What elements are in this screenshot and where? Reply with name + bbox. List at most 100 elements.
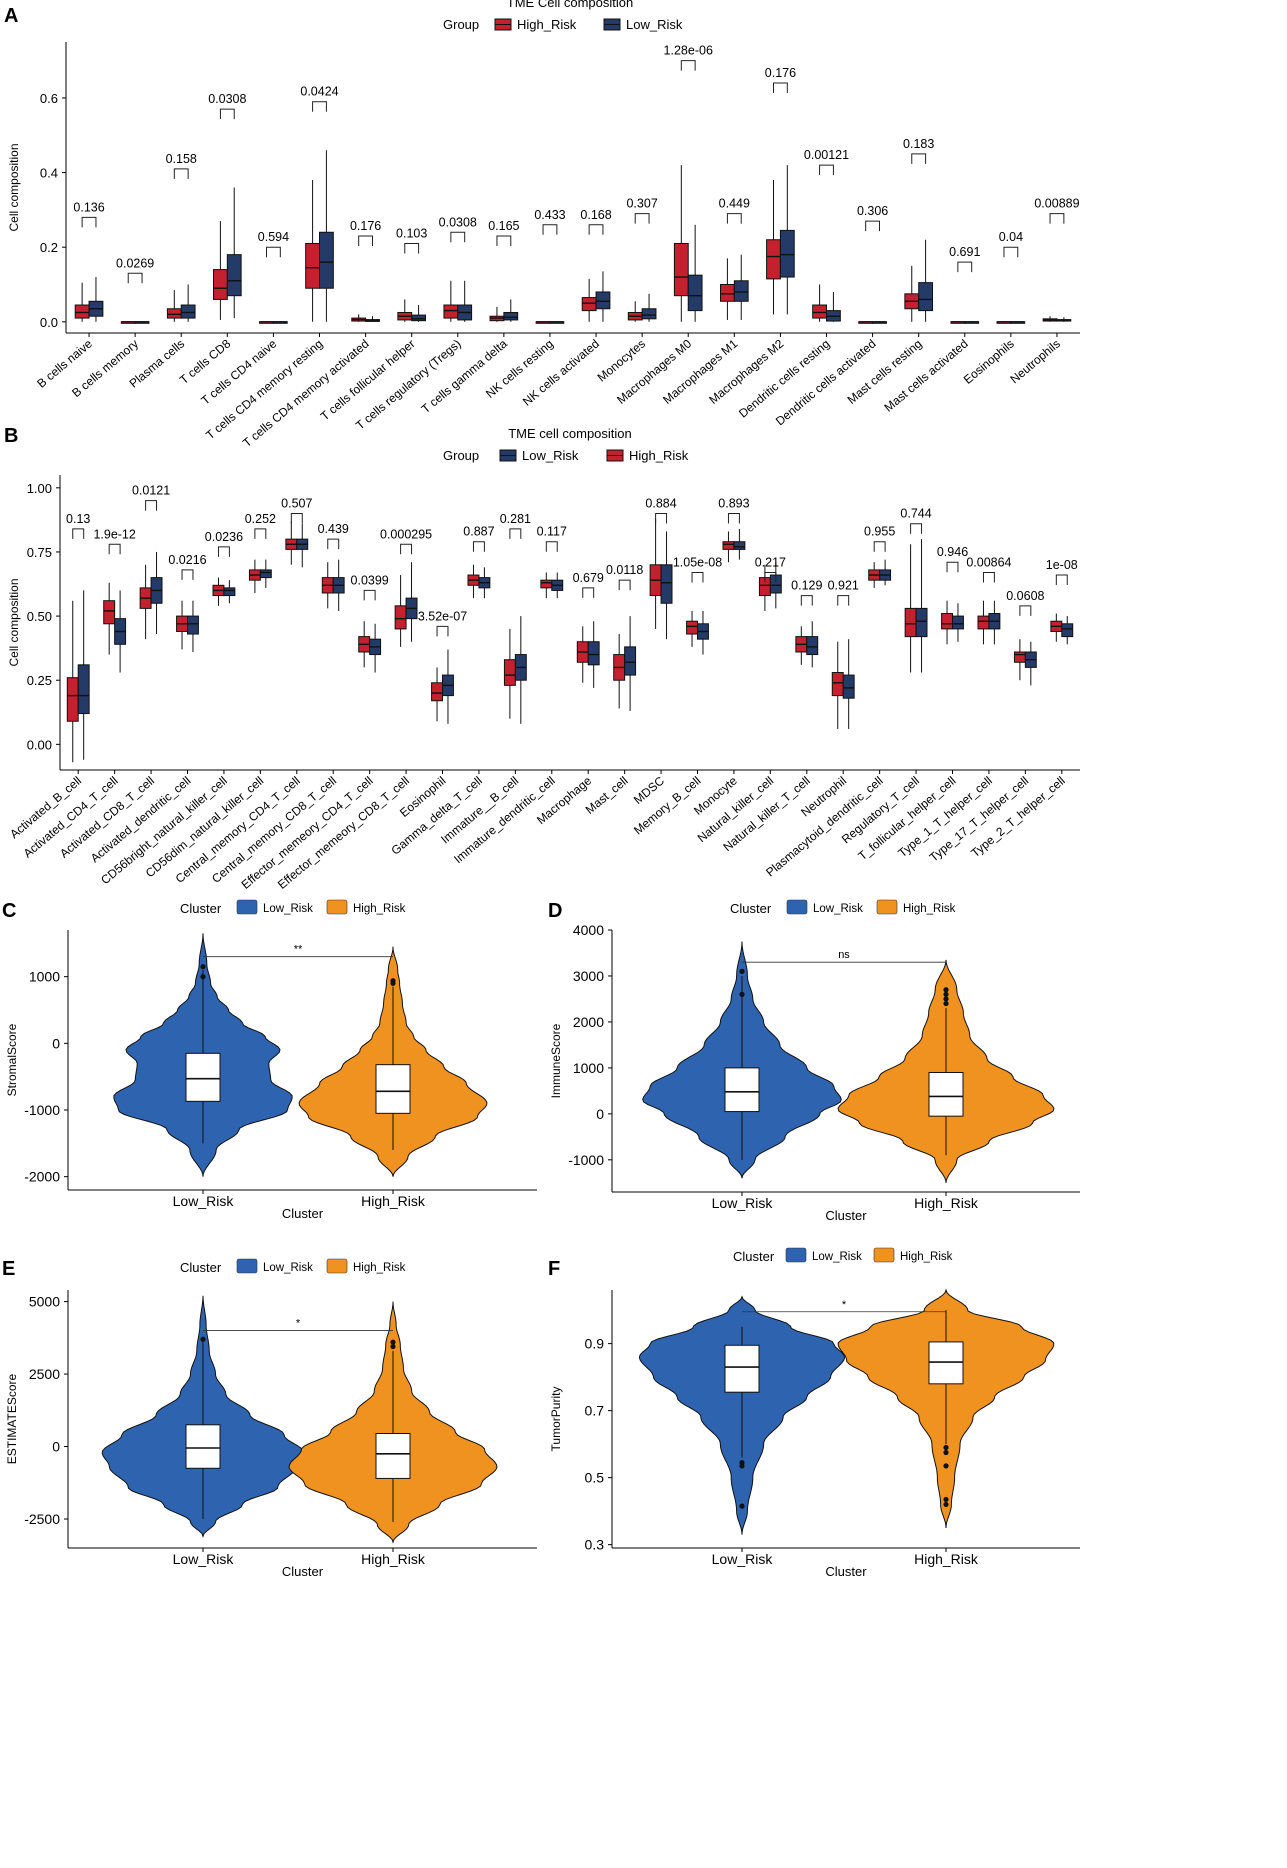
box-low-risk: [1056, 317, 1072, 322]
pvalue-bracket: 0.00121: [804, 148, 849, 176]
box-body: [319, 231, 334, 289]
y-tick-label: -1000: [24, 1102, 60, 1118]
pvalue-bracket: 0.307: [626, 197, 658, 224]
y-tick-label: 1000: [29, 969, 60, 985]
pvalue-label: 0.0236: [205, 530, 243, 544]
y-tick-label: 2000: [573, 1014, 604, 1030]
pvalue-label: 0.887: [463, 525, 494, 539]
bracket-line: [837, 595, 850, 606]
significance-bracket: *: [742, 1299, 946, 1313]
box-body: [443, 304, 459, 319]
box-low-risk: [779, 165, 795, 315]
pvalue-label: 0.04: [999, 230, 1023, 244]
pvalue-label: 1.9e-12: [93, 527, 135, 541]
x-tick-label: High_Risk: [914, 1195, 979, 1211]
pvalue-label: 0.449: [719, 197, 750, 211]
legend-label: Low_Risk: [812, 1251, 862, 1263]
pvalue-bracket: 0.165: [488, 219, 520, 246]
y-tick-label: -1000: [568, 1152, 604, 1168]
legend-label: Low_Risk: [813, 903, 863, 915]
legend-key-low-risk: [785, 1247, 807, 1263]
y-tick-label: 0.5: [585, 1470, 605, 1486]
box-high-risk: [358, 621, 371, 668]
box-high-risk: [535, 321, 551, 324]
outlier-point: [943, 987, 949, 993]
pvalue-label: 0.0216: [168, 553, 206, 567]
box-low-risk: [988, 600, 1001, 645]
y-tick-label: 0.3: [585, 1537, 605, 1553]
box-low-risk: [457, 280, 473, 322]
y-tick-label: 0.6: [40, 91, 58, 106]
panel-label: C: [2, 900, 16, 922]
box-body: [77, 664, 90, 715]
box-low-risk: [624, 616, 637, 711]
box-high-risk: [443, 280, 459, 322]
pvalue-bracket: 1e-08: [1046, 558, 1078, 586]
violin-low-risk: [113, 933, 293, 1177]
outlier-point: [943, 991, 949, 997]
bracket-line: [436, 625, 449, 637]
significance-bracket: *: [203, 1318, 393, 1331]
y-axis-title: Cell composition: [7, 143, 21, 231]
pvalue-label: 1.05e-08: [673, 555, 722, 569]
box-body: [719, 284, 735, 302]
bracket-line: [265, 246, 281, 258]
box-body: [641, 308, 657, 320]
significance-label: ns: [838, 949, 850, 961]
outlier-point: [943, 1444, 949, 1451]
box-low-risk: [1010, 321, 1026, 324]
outlier-point: [943, 1496, 949, 1503]
box-body: [915, 607, 928, 638]
outlier-point: [739, 968, 745, 974]
box-body: [660, 564, 673, 604]
box-low-risk: [733, 528, 746, 560]
box-body: [503, 311, 519, 321]
pvalue-label: 0.00121: [804, 148, 849, 162]
pvalue-bracket: 0.0399: [351, 573, 389, 601]
legend-key-low-risk: [236, 899, 258, 915]
box-high-risk: [321, 562, 334, 609]
y-tick-label: 4000: [573, 922, 604, 938]
pvalue-bracket: 0.691: [949, 245, 980, 273]
outlier-point: [739, 1459, 745, 1466]
box-low-risk: [411, 305, 427, 322]
bracket-line: [181, 569, 194, 580]
box-high-risk: [812, 284, 828, 322]
pvalue-bracket: 0.00864: [966, 555, 1012, 583]
legend-label: High_Risk: [353, 903, 406, 915]
box-high-risk: [627, 301, 643, 322]
pvalue-label: 1e-08: [1046, 558, 1078, 572]
pvalue-bracket: 0.884: [645, 496, 677, 524]
bracket-line: [911, 153, 927, 164]
box-body: [74, 304, 90, 319]
legend-label: Low_Risk: [522, 448, 579, 463]
bracket-line: [655, 512, 668, 524]
outlier-point: [200, 1336, 206, 1342]
legend-key-high-risk: [876, 899, 898, 915]
box-body: [595, 291, 611, 310]
bracket-line: [819, 164, 834, 176]
pvalue-label: 0.0121: [132, 484, 170, 498]
y-tick-label: 1.00: [27, 481, 52, 496]
pvalue-bracket: 1.28e-06: [664, 44, 713, 71]
bracket-line: [509, 528, 522, 539]
significance-label: *: [842, 1299, 847, 1311]
pvalue-label: 0.884: [645, 496, 676, 510]
pvalue-bracket: 0.0121: [132, 484, 170, 511]
legend-label: High_Risk: [629, 448, 689, 463]
y-tick-label: 0: [52, 1439, 60, 1455]
bracket-line: [634, 213, 650, 224]
legend-title: Group: [443, 17, 479, 32]
box-body: [103, 600, 116, 625]
x-tick-label: T cells gamma delta: [419, 336, 510, 416]
legend-label: Low_Risk: [626, 17, 683, 32]
pvalue-label: 0.0118: [606, 563, 643, 577]
legend-title: Cluster: [180, 901, 222, 916]
y-tick-label: 5000: [29, 1294, 60, 1310]
pvalue-label: 0.252: [245, 512, 276, 526]
legend-key-high-risk: [873, 1247, 895, 1263]
box-low-risk: [697, 610, 709, 655]
pvalue-bracket: 0.281: [500, 512, 531, 539]
pvalue-label: 0.679: [573, 571, 604, 585]
box-low-risk: [369, 623, 382, 673]
